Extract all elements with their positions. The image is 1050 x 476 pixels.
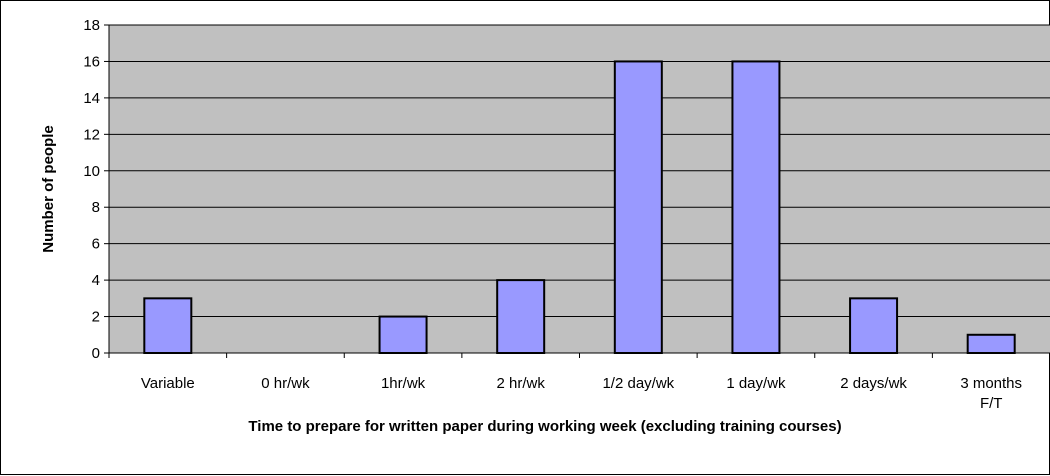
x-tick-label: 1 day/wk bbox=[726, 375, 786, 392]
y-tick-label: 8 bbox=[92, 199, 100, 216]
x-tick-label: 0 hr/wk bbox=[261, 375, 310, 392]
y-tick-label: 16 bbox=[83, 53, 100, 70]
x-tick-label: 2 hr/wk bbox=[497, 375, 546, 392]
y-axis-title: Number of people bbox=[40, 125, 57, 253]
bar bbox=[496, 279, 546, 354]
y-tick-label: 0 bbox=[92, 345, 100, 362]
y-tick-label: 2 bbox=[92, 309, 100, 326]
bar bbox=[966, 333, 1016, 354]
y-tick-label: 4 bbox=[92, 272, 100, 289]
x-axis-title: Time to prepare for written paper during… bbox=[248, 418, 841, 435]
bar bbox=[143, 297, 193, 355]
bar bbox=[849, 297, 899, 355]
x-tick-label: 3 months F/T bbox=[960, 375, 1022, 412]
plot-area bbox=[109, 25, 1050, 353]
axes bbox=[108, 25, 1050, 358]
x-tick-label: Variable bbox=[141, 375, 195, 392]
bar bbox=[731, 60, 781, 354]
y-tick-labels: 0 2 4 6 8 10 12 14 16 18 bbox=[83, 17, 100, 362]
y-tick-label: 18 bbox=[83, 17, 100, 34]
bar bbox=[613, 60, 663, 354]
bars bbox=[143, 60, 1016, 355]
x-tick-labels: Variable 0 hr/wk 1hr/wk 2 hr/wk 1/2 day/wk 1 … bbox=[141, 375, 1022, 412]
y-tick-label: 12 bbox=[83, 126, 100, 143]
x-tick-label: 1/2 day/wk bbox=[602, 375, 674, 392]
x-tick-label: 1hr/wk bbox=[381, 375, 426, 392]
bar bbox=[378, 315, 428, 354]
y-tick-label: 14 bbox=[83, 90, 100, 107]
y-tick-label: 6 bbox=[92, 236, 100, 253]
y-tick-label: 10 bbox=[83, 163, 100, 180]
gridlines bbox=[104, 24, 1050, 354]
x-tick-label: 2 days/wk bbox=[840, 375, 907, 392]
